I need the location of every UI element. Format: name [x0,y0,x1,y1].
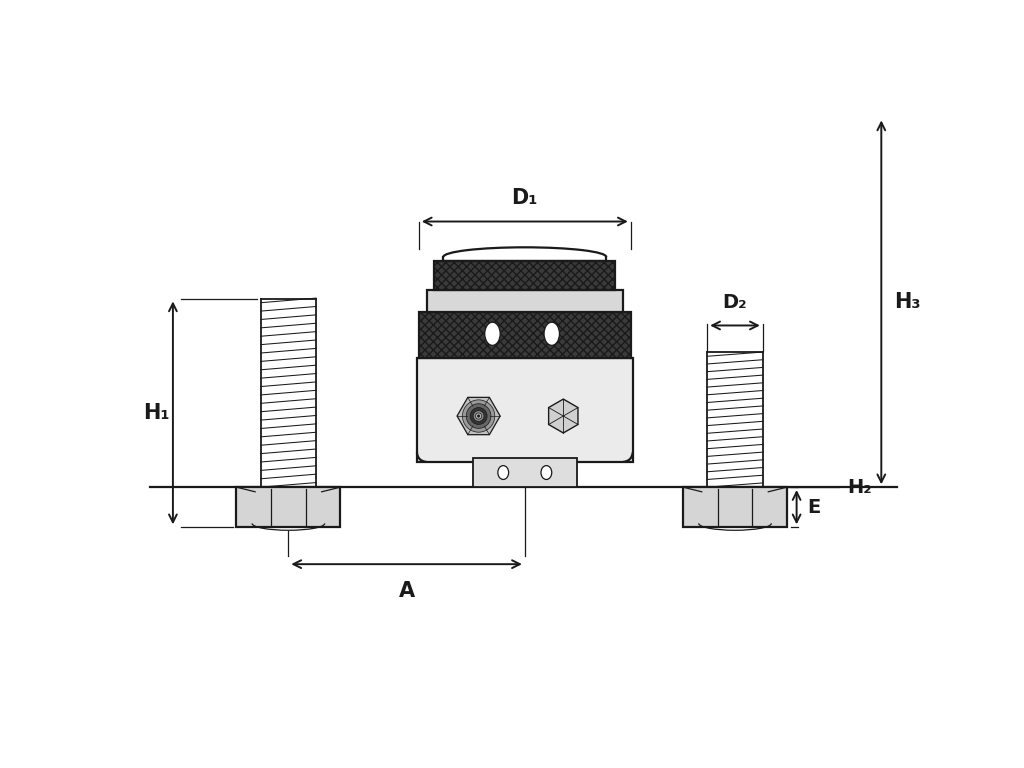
Circle shape [475,413,481,419]
Text: A: A [398,581,415,601]
Text: E: E [807,498,820,517]
Circle shape [463,400,495,432]
Bar [427,290,623,312]
Bar [237,487,340,527]
Text: D₂: D₂ [723,293,748,313]
Polygon shape [549,399,578,433]
Text: H₃: H₃ [894,293,921,313]
Text: H₁: H₁ [142,403,169,423]
Ellipse shape [541,465,552,479]
Bar [417,358,633,462]
Ellipse shape [544,323,559,346]
Bar [434,261,615,290]
Ellipse shape [484,323,500,346]
Bar [419,312,631,358]
Ellipse shape [498,465,509,479]
Text: H₂: H₂ [848,478,872,497]
Bar [488,458,561,487]
Circle shape [473,411,484,422]
Circle shape [466,404,490,429]
Polygon shape [457,397,500,435]
Circle shape [470,408,487,425]
Text: D₁: D₁ [512,188,538,208]
Bar [473,458,577,487]
Circle shape [477,415,480,417]
Bar [683,487,787,527]
